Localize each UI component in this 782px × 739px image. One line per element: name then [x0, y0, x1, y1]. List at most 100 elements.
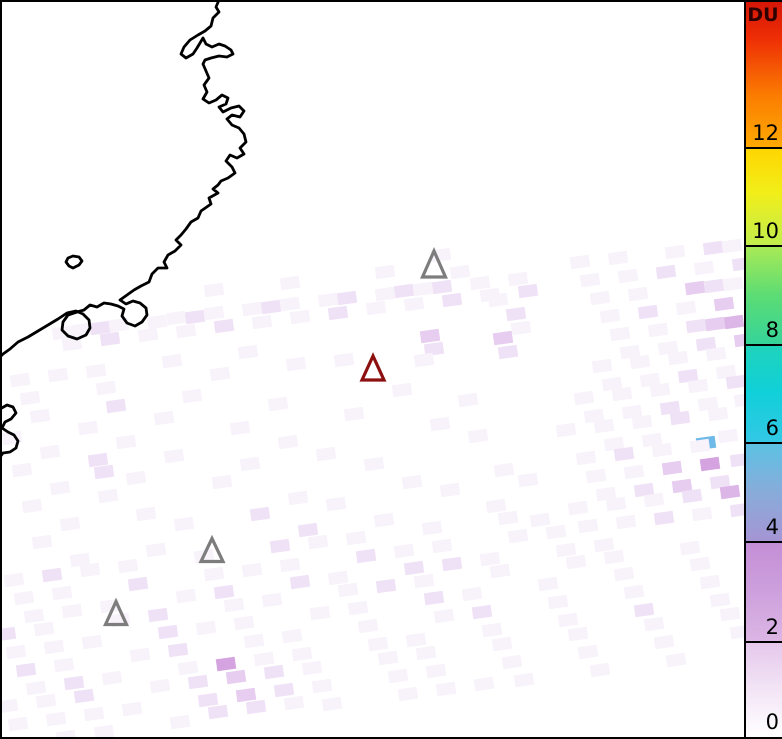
heatmap-cell [583, 408, 605, 424]
heatmap-cell [169, 714, 191, 730]
heatmap-cell [7, 716, 29, 732]
heatmap-cell [439, 482, 461, 498]
heatmap-cell [391, 382, 413, 398]
heatmap-cell [481, 622, 503, 638]
heatmap-cell [87, 452, 109, 468]
heatmap-cell [485, 498, 507, 514]
heatmap-cell [105, 398, 127, 414]
heatmap-cell [603, 549, 625, 565]
heatmap-cell [301, 660, 323, 676]
map-border-bottom [0, 737, 782, 739]
heatmap-cell [593, 418, 615, 434]
heatmap-cell [591, 358, 613, 374]
heatmap-cell [657, 340, 679, 356]
heatmap-cell [423, 341, 445, 357]
heatmap-cell [699, 456, 721, 472]
volcano-marker [103, 597, 129, 627]
heatmap-cell [629, 354, 651, 370]
heatmap-cell [415, 645, 437, 661]
heatmap-cell [5, 644, 27, 660]
heatmap-cell [577, 518, 599, 534]
heatmap-cell [492, 330, 514, 346]
heatmap-cell [719, 484, 741, 500]
heatmap-cell [715, 364, 737, 380]
heatmap-cell [237, 344, 259, 360]
heatmap-cell [73, 688, 95, 704]
heatmap-cell [147, 607, 169, 623]
heatmap-cell [589, 290, 611, 306]
heatmap-cell [146, 314, 168, 330]
heatmap-cell [575, 450, 597, 466]
heatmap-cell [161, 353, 183, 369]
heatmap-cell [547, 594, 569, 610]
heatmap-cell [705, 346, 727, 362]
heatmap-cell [487, 292, 509, 308]
heatmap-cell [233, 615, 255, 631]
heatmap-cell [41, 567, 63, 583]
heatmap-cell [33, 621, 55, 637]
heatmap-cell [721, 238, 743, 254]
heatmap-cell [95, 380, 117, 396]
colorbar-unit-label: DU [747, 4, 779, 26]
heatmap-cell [343, 406, 365, 422]
heatmap-cell [31, 534, 53, 550]
heatmap-cell [677, 368, 699, 384]
heatmap-cell [325, 496, 347, 512]
heatmap-cell [529, 512, 551, 528]
heatmap-cell [79, 562, 101, 578]
heatmap-cell [289, 309, 311, 325]
heatmap-cell [687, 378, 709, 394]
heatmap-cell [555, 542, 577, 558]
heatmap-cell [241, 301, 263, 317]
heatmap-cell [615, 514, 637, 530]
heatmap-cell [239, 456, 261, 472]
heatmap-cell [135, 506, 157, 522]
heatmap-cell [421, 520, 443, 536]
heatmap-cell [413, 352, 435, 368]
heatmap-cell [691, 506, 713, 522]
colorbar-border [744, 0, 746, 739]
heatmap-cell [433, 608, 455, 624]
heatmap-cell [345, 530, 367, 546]
heatmap-cell [309, 605, 331, 621]
heatmap-cell [709, 474, 731, 490]
heatmap-cell [693, 260, 715, 276]
heatmap-cell [545, 524, 567, 540]
heatmap-cell [157, 624, 179, 640]
heatmap-cell [671, 478, 693, 494]
heatmap-cell [125, 470, 147, 486]
heatmap-cell [491, 636, 513, 652]
colorbar-tick-label: 6 [765, 416, 779, 440]
heatmap-cell [697, 396, 719, 412]
heatmap-cell [605, 496, 627, 512]
volcano-marker-active [359, 352, 387, 382]
heatmap-cell [441, 292, 463, 308]
heatmap-cell [627, 286, 649, 302]
heatmap-cell [347, 600, 369, 616]
heatmap-cell [177, 660, 199, 676]
heatmap-cell [235, 687, 257, 703]
heatmap-cell [175, 323, 197, 339]
heatmap-cell [441, 556, 463, 572]
heatmap-cell [607, 250, 629, 266]
heatmap-cell [0, 626, 17, 642]
coastline [0, 403, 20, 459]
heatmap-cell [603, 436, 625, 452]
heatmap-cell [413, 573, 435, 589]
heatmap-cell [267, 396, 289, 412]
heatmap-cell [667, 350, 689, 366]
heatmap-cell [223, 597, 245, 613]
heatmap-cell [565, 554, 587, 570]
heatmap-cell [29, 408, 51, 424]
heatmap-cell [713, 296, 735, 312]
heatmap-cell [184, 309, 206, 325]
heatmap-cell [637, 304, 659, 320]
heatmap-cell [573, 390, 595, 406]
heatmap-cell [467, 428, 489, 444]
heatmap-cell [589, 662, 611, 678]
heatmap-cell [117, 558, 139, 574]
heatmap-cell [187, 674, 209, 690]
heatmap-cell [83, 706, 105, 722]
heatmap-cell [93, 464, 115, 480]
heatmap-cell [253, 651, 275, 667]
